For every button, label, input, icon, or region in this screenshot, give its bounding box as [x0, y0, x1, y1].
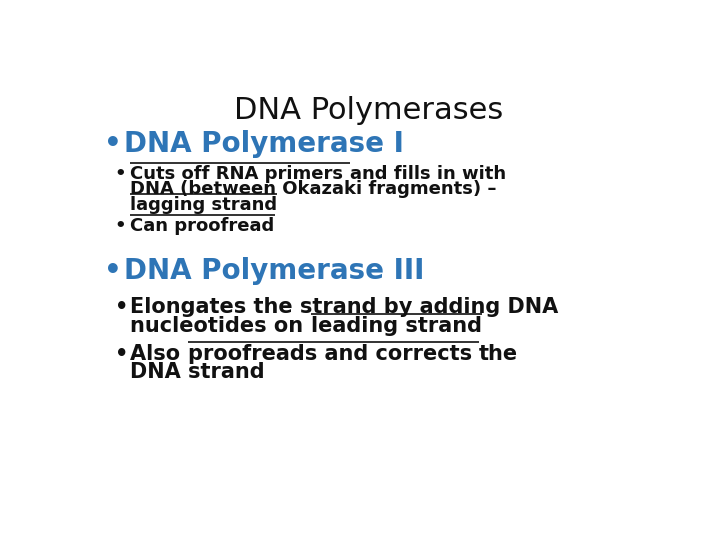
Text: lagging strand: lagging strand	[130, 195, 277, 214]
Text: Elongates the strand by adding DNA: Elongates the strand by adding DNA	[130, 298, 559, 318]
Text: nucleotides on: nucleotides on	[130, 316, 310, 336]
Text: DNA (between Okazaki fragments) –: DNA (between Okazaki fragments) –	[130, 180, 497, 198]
Text: Cuts off RNA primers: Cuts off RNA primers	[130, 165, 349, 183]
Text: DNA Polymerases: DNA Polymerases	[235, 96, 503, 125]
Text: and fills in with: and fills in with	[349, 165, 505, 183]
Text: DNA Polymerase I: DNA Polymerase I	[124, 130, 404, 158]
Text: DNA Polymerase III: DNA Polymerase III	[124, 257, 425, 285]
Text: •: •	[104, 257, 122, 285]
Text: •: •	[114, 217, 127, 235]
Text: the: the	[479, 343, 518, 363]
Text: Can proofread: Can proofread	[130, 217, 274, 235]
Text: •: •	[104, 130, 122, 158]
Text: Also: Also	[130, 343, 188, 363]
Text: •: •	[114, 165, 127, 183]
Text: proofreads and corrects: proofreads and corrects	[188, 343, 479, 363]
Text: leading strand: leading strand	[310, 316, 482, 336]
Text: •: •	[114, 298, 128, 318]
Text: •: •	[114, 343, 128, 363]
Text: DNA strand: DNA strand	[130, 362, 265, 382]
